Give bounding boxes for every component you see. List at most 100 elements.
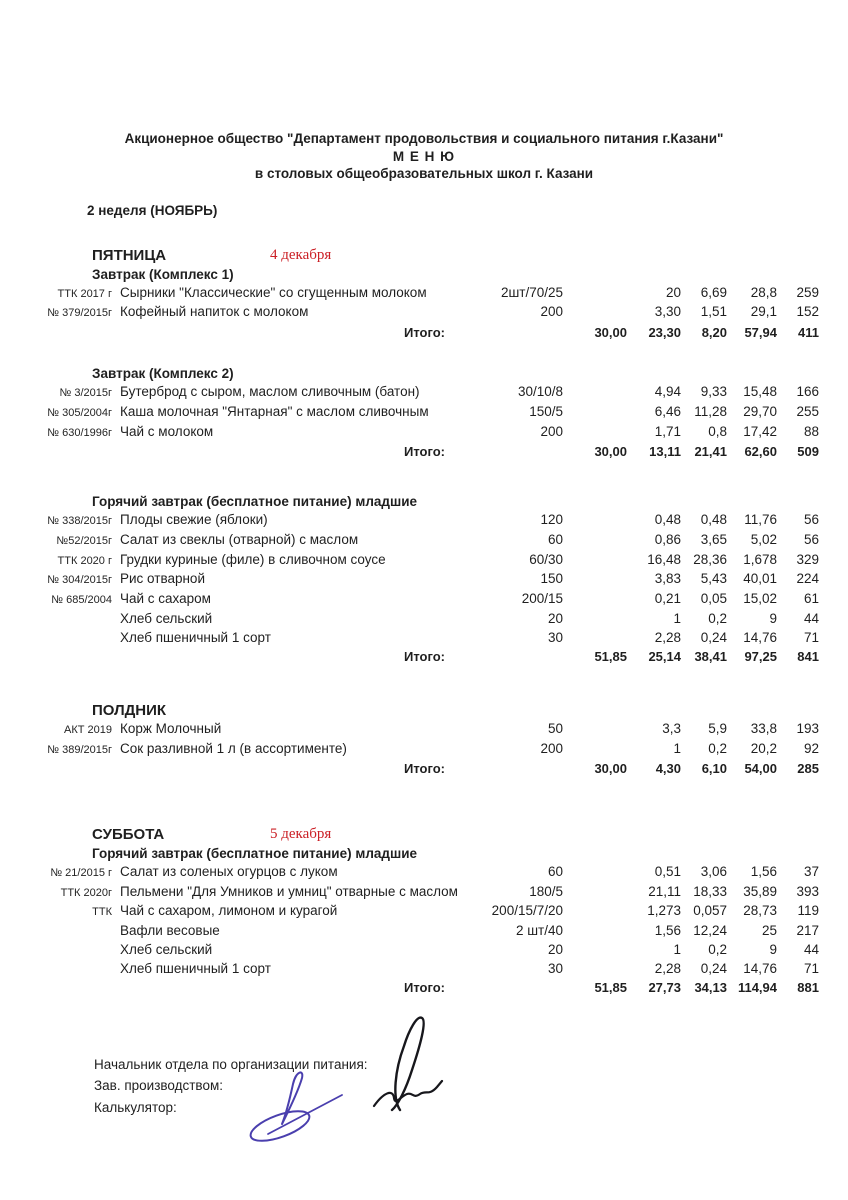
calories-value: 61 (803, 591, 819, 607)
menu-row: Вафли весовые 2 шт/40 1,56 12,24 25 217 (25, 922, 848, 941)
recipe-code: ТТК (92, 906, 112, 919)
meal-rows: № 21/2015 г Салат из соленых огурцов с л… (25, 863, 848, 979)
fat-value: 9,33 (700, 384, 727, 400)
menu-row: Хлеб пшеничный 1 сорт 30 2,28 0,24 14,76… (25, 960, 848, 979)
fat-value: 0,05 (700, 591, 727, 607)
carbs-value: 40,01 (743, 571, 777, 587)
dish-name: Плоды свежие (яблоки) (120, 512, 268, 528)
calories-value: 56 (803, 512, 819, 528)
totals-row: Итого: 30,00 4,30 6,10 54,00 285 (25, 760, 848, 779)
day-sections: АКТ 2019 Корж Молочный 50 3,3 5,9 33,8 1… (25, 720, 848, 779)
protein-value: 1 (673, 611, 681, 627)
carbs-value: 15,48 (743, 384, 777, 400)
dish-name: Чай с молоком (120, 423, 214, 439)
calories-value: 224 (796, 571, 819, 587)
day-heading-row: СУББОТА 5 декабря (92, 825, 848, 844)
protein-value: 1 (673, 942, 681, 958)
menu-row: № 305/2004г Каша молочная "Янтарная" с м… (25, 403, 848, 423)
fat-value: 0,48 (700, 512, 727, 528)
menu-day-block: ПЯТНИЦА 4 декабря Завтрак (Комплекс 1) Т… (25, 246, 848, 667)
calories-value: 88 (803, 423, 819, 439)
total-carbs: 114,94 (737, 980, 777, 996)
fat-value: 0,057 (693, 903, 727, 919)
meal-section-title: Завтрак (Комплекс 2) (92, 366, 234, 382)
dish-name: Хлеб сельский (120, 611, 213, 627)
document-title: М Е Н Ю (392, 148, 456, 164)
total-protein: 13,11 (649, 444, 681, 460)
total-calories: 509 (797, 444, 819, 460)
total-fat: 6,10 (701, 761, 727, 777)
calories-value: 393 (796, 883, 819, 899)
calories-value: 71 (803, 629, 819, 645)
day-date: 5 декабря (270, 825, 332, 842)
menu-row: № 338/2015г Плоды свежие (яблоки) 120 0,… (25, 511, 848, 531)
menu-row: № 21/2015 г Салат из соленых огурцов с л… (25, 863, 848, 883)
carbs-value: 20,2 (750, 740, 777, 756)
menu-row: №52/2015г Салат из свеклы (отварной) с м… (25, 531, 848, 551)
menu-row: № 379/2015г Кофейный напиток с молоком 2… (25, 303, 848, 323)
protein-value: 1,273 (647, 903, 681, 919)
menu-row: Хлеб пшеничный 1 сорт 30 2,28 0,24 14,76… (25, 629, 848, 648)
meal-rows: № 3/2015г Бутерброд с сыром, маслом слив… (25, 383, 848, 442)
fat-value: 11,28 (694, 404, 727, 420)
total-price: 30,00 (594, 444, 627, 460)
carbs-value: 11,76 (744, 512, 777, 528)
fat-value: 5,9 (708, 720, 727, 736)
carbs-value: 1,56 (750, 863, 777, 879)
portion-size: 200 (540, 304, 563, 320)
totals-row: Итого: 30,00 23,30 8,20 57,94 411 (25, 324, 848, 343)
total-calories: 881 (797, 980, 819, 996)
total-carbs: 57,94 (744, 324, 777, 340)
signatory-role-head: Начальник отдела по организации питания: (94, 1056, 368, 1072)
totals-label: Итого: (404, 649, 445, 665)
total-protein: 23,30 (648, 324, 681, 340)
fat-value: 18,33 (693, 883, 727, 899)
total-protein: 25,14 (648, 649, 681, 665)
dish-name: Сырники "Классические" со сгущенным моло… (120, 284, 427, 300)
portion-size: 30/10/8 (517, 384, 563, 400)
meal-section: Горячий завтрак (бесплатное питание) мла… (25, 492, 848, 667)
portion-size: 20 (547, 611, 563, 627)
protein-value: 3,30 (654, 304, 681, 320)
meal-section: Завтрак (Комплекс 2) № 3/2015г Бутерброд… (25, 364, 848, 462)
portion-size: 60 (547, 863, 563, 879)
carbs-value: 14,76 (743, 960, 777, 976)
meal-rows: № 338/2015г Плоды свежие (яблоки) 120 0,… (25, 511, 848, 648)
totals-row: Итого: 51,85 27,73 34,13 114,94 881 (25, 979, 848, 998)
portion-size: 30 (547, 629, 563, 645)
signatory-role-calculator: Калькулятор: (94, 1099, 177, 1115)
fat-value: 1,51 (700, 304, 727, 320)
total-price: 30,00 (594, 761, 627, 777)
total-price: 51,85 (594, 649, 627, 665)
calories-value: 166 (796, 384, 819, 400)
carbs-value: 28,73 (743, 903, 777, 919)
carbs-value: 15,02 (743, 591, 777, 607)
carbs-value: 5,02 (750, 531, 777, 547)
carbs-value: 17,42 (743, 423, 777, 439)
recipe-code: № 21/2015 г (50, 866, 112, 879)
menu-row: № 389/2015г Сок разливной 1 л (в ассорти… (25, 740, 848, 760)
protein-value: 3,83 (654, 571, 681, 587)
total-carbs: 62,60 (744, 444, 777, 460)
portion-size: 200 (540, 740, 563, 756)
calories-value: 44 (803, 942, 819, 958)
protein-value: 6,46 (654, 404, 681, 420)
fat-value: 3,65 (700, 531, 727, 547)
carbs-value: 28,8 (750, 284, 777, 300)
portion-size: 2 шт/40 (515, 923, 563, 939)
portion-size: 200/15 (521, 591, 563, 607)
recipe-code: № 379/2015г (47, 307, 112, 320)
meal-section-title: Горячий завтрак (бесплатное питание) мла… (92, 845, 418, 861)
total-fat: 38,41 (694, 649, 727, 665)
totals-row: Итого: 51,85 25,14 38,41 97,25 841 (25, 648, 848, 667)
meal-rows: ТТК 2017 г Сырники "Классические" со сгу… (25, 284, 848, 324)
day-heading-row: ПЯТНИЦА 4 декабря (92, 246, 848, 265)
menu-row: ТТК 2020г Пельмени "Для Умников и умниц"… (25, 883, 848, 903)
recipe-code: № 389/2015г (47, 743, 112, 756)
menu-content: ПЯТНИЦА 4 декабря Завтрак (Комплекс 1) Т… (25, 246, 848, 998)
total-protein: 27,73 (648, 980, 681, 996)
total-calories: 285 (797, 761, 819, 777)
recipe-code: № 630/1996г (47, 426, 112, 439)
dish-name: Рис отварной (120, 571, 205, 587)
